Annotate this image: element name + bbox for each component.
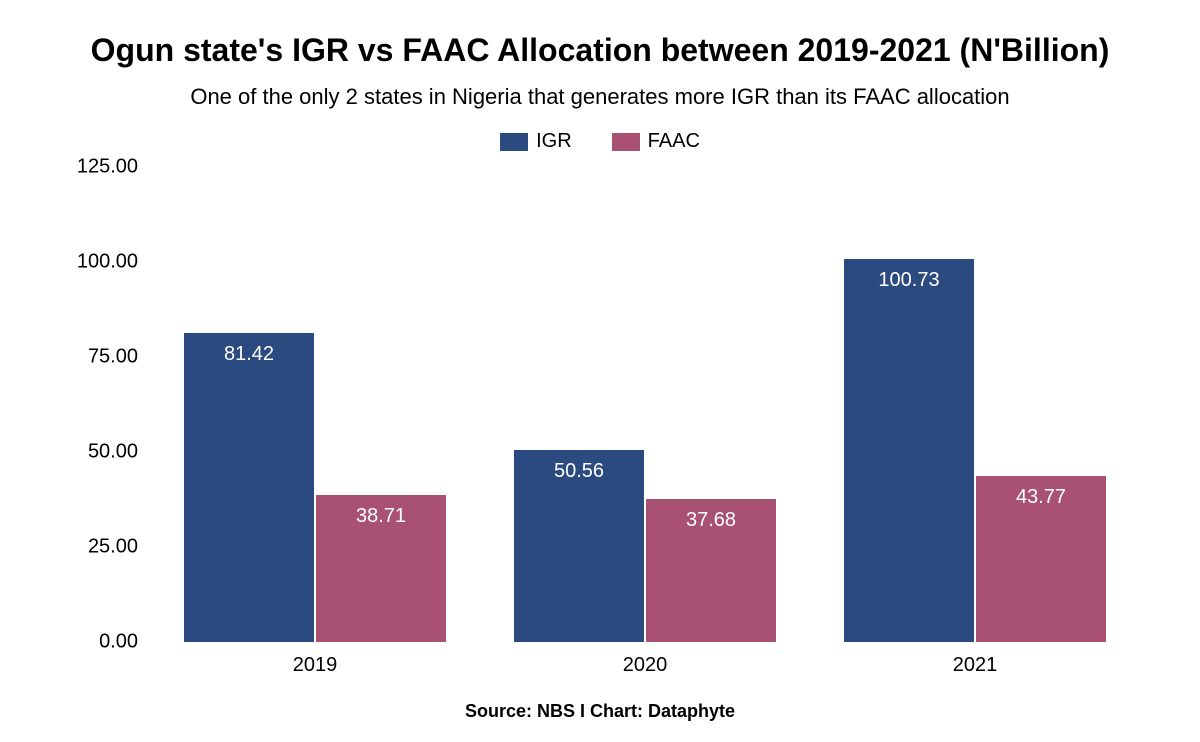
chart-container: Ogun state's IGR vs FAAC Allocation betw…: [0, 0, 1200, 742]
y-tick: 100.00: [77, 251, 138, 274]
legend-swatch-igr: [500, 133, 528, 151]
bar-value-label: 50.56: [554, 460, 604, 483]
bars-row: 81.42 38.71 50.56 37.68 100.73 43.77: [150, 167, 1140, 642]
bar-value-label: 37.68: [686, 509, 736, 532]
bar-group: 100.73 43.77: [844, 167, 1106, 642]
legend: IGR FAAC: [60, 130, 1140, 153]
y-tick: 75.00: [88, 346, 138, 369]
bar-group: 50.56 37.68: [514, 167, 776, 642]
bar: 37.68: [646, 499, 776, 642]
bars-region: 81.42 38.71 50.56 37.68 100.73 43.77: [150, 167, 1140, 642]
bar-value-label: 43.77: [1016, 486, 1066, 509]
bar: 43.77: [976, 476, 1106, 642]
bar: 100.73: [844, 259, 974, 642]
y-tick: 25.00: [88, 536, 138, 559]
source-line: Source: NBS I Chart: Dataphyte: [60, 701, 1140, 722]
y-axis: 0.0025.0050.0075.00100.00125.00: [60, 167, 150, 642]
legend-item-igr: IGR: [500, 130, 572, 153]
legend-swatch-faac: [612, 133, 640, 151]
legend-item-faac: FAAC: [612, 130, 700, 153]
bar: 81.42: [184, 333, 314, 642]
x-tick: 2021: [810, 654, 1140, 677]
chart-subtitle: One of the only 2 states in Nigeria that…: [60, 84, 1140, 110]
y-tick: 50.00: [88, 441, 138, 464]
y-tick: 0.00: [99, 631, 138, 654]
bar-value-label: 38.71: [356, 505, 406, 528]
bar: 50.56: [514, 450, 644, 642]
bar-group: 81.42 38.71: [184, 167, 446, 642]
bar-value-label: 81.42: [224, 343, 274, 366]
x-axis: 201920202021: [150, 642, 1140, 677]
chart-title: Ogun state's IGR vs FAAC Allocation betw…: [60, 30, 1140, 70]
bar: 38.71: [316, 495, 446, 642]
x-tick: 2019: [150, 654, 480, 677]
legend-label-igr: IGR: [536, 130, 572, 153]
bar-value-label: 100.73: [878, 269, 939, 292]
plot-area: 0.0025.0050.0075.00100.00125.00 81.4238.…: [60, 167, 1140, 642]
y-tick: 125.00: [77, 156, 138, 179]
x-tick: 2020: [480, 654, 810, 677]
legend-label-faac: FAAC: [648, 130, 700, 153]
